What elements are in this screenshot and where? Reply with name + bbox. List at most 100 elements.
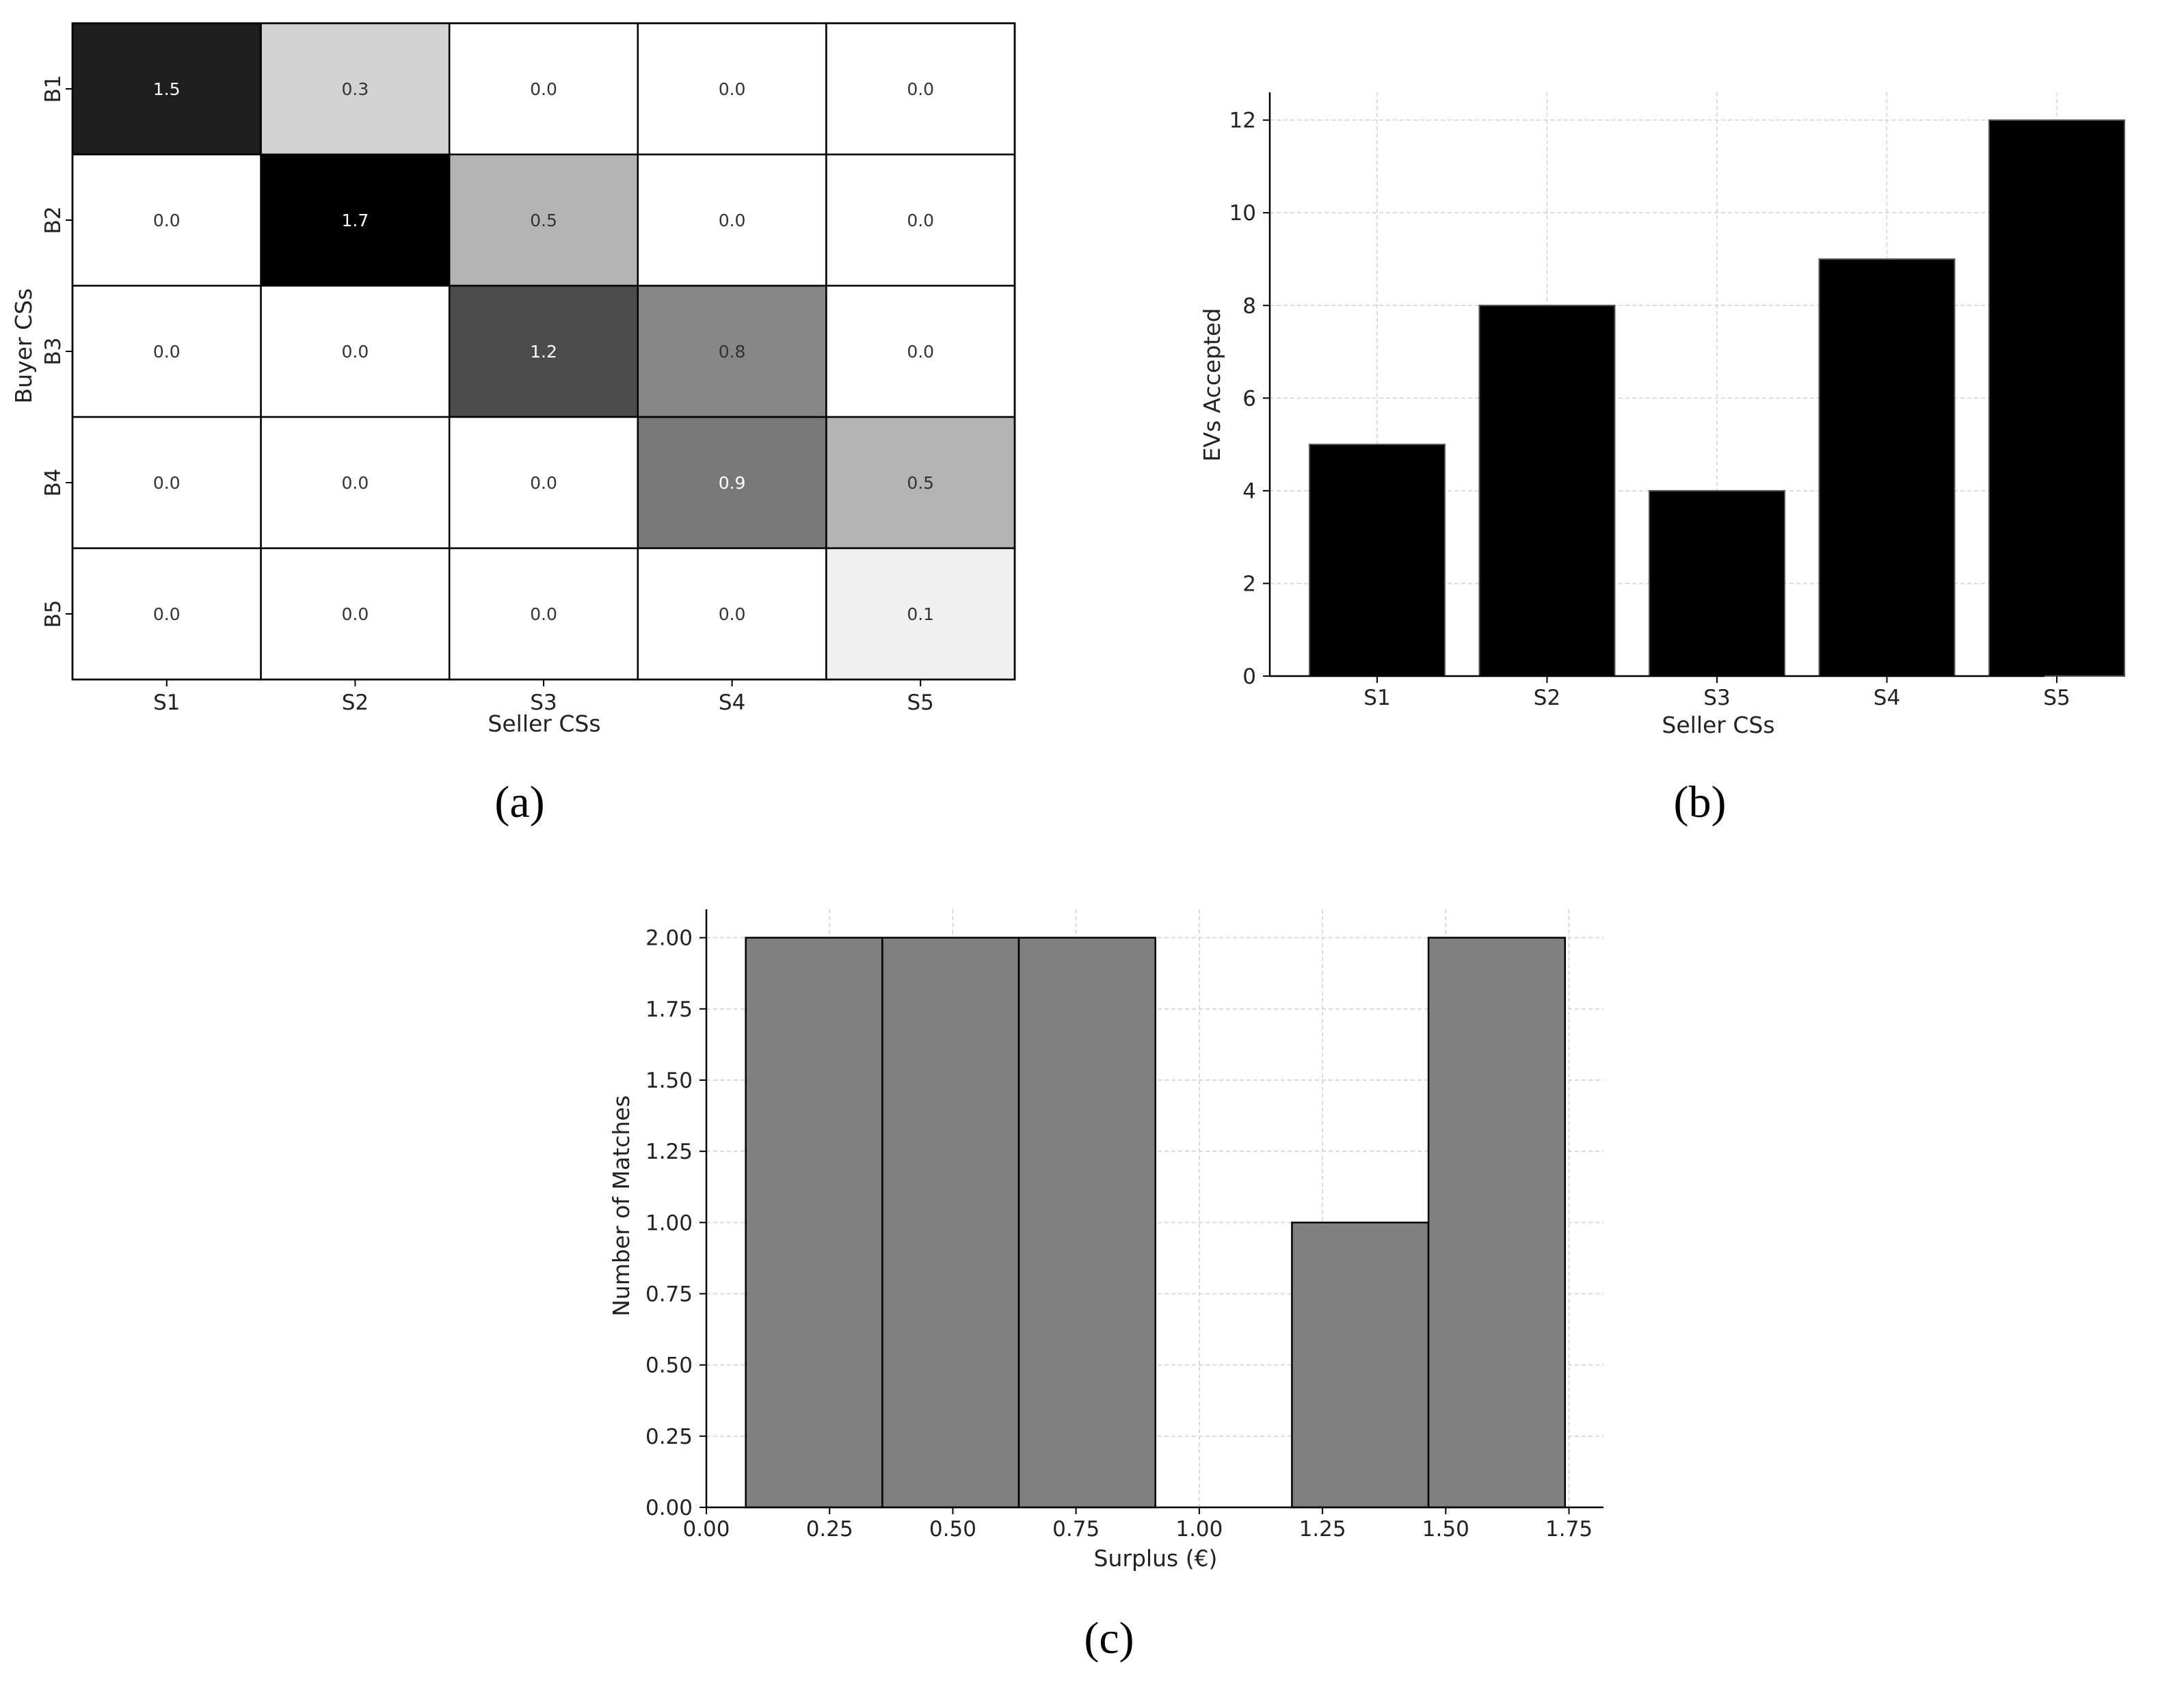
histogram-y-tick-label: 2.00 <box>645 926 693 951</box>
heatmap-cell <box>71 547 262 681</box>
histogram-x-tick-label: 0.50 <box>929 1517 976 1542</box>
bar-chart-y-tick-label: 4 <box>1242 479 1256 504</box>
heatmap-cell <box>260 416 451 550</box>
heatmap-cell <box>260 547 451 681</box>
heatmap-x-axis-title: Seller CSs <box>488 710 600 737</box>
heatmap-cell-label: 0.0 <box>153 342 181 362</box>
heatmap-cell-label: 0.9 <box>719 473 746 493</box>
heatmap-cell-label: 0.0 <box>907 342 934 362</box>
heatmap-cell <box>448 284 639 418</box>
bar-chart-y-tick-label: 0 <box>1242 664 1256 689</box>
bar <box>1818 258 1956 677</box>
bar-chart-bars <box>1309 119 2125 677</box>
heatmap-cell <box>825 547 1016 681</box>
heatmap-y-tick-label: B5 <box>41 600 66 628</box>
heatmap-cell <box>637 416 827 550</box>
histogram-bar <box>881 937 1020 1509</box>
histogram-bar <box>1017 937 1156 1509</box>
heatmap-cell-label: 1.7 <box>342 211 369 230</box>
heatmap-x-tick-label: S5 <box>907 690 933 715</box>
histogram-x-tick-label: 1.75 <box>1545 1517 1593 1542</box>
bar-chart-panel: S1 S2 S3 S4 S5 0 2 4 6 8 10 12 Seller CSs EVs Acce… <box>1199 92 2125 827</box>
histogram-y-axis-title: Number of Matches <box>608 1095 635 1317</box>
heatmap-cell-label: 0.0 <box>907 79 934 99</box>
histogram-x-tick-label: 1.50 <box>1422 1517 1469 1542</box>
heatmap-y-tick-label: B3 <box>41 338 66 366</box>
heatmap-cell-label: 0.0 <box>530 604 557 624</box>
heatmap-y-ticks: B1 B2 B3 B4 B5 <box>41 75 72 628</box>
bar-chart-y-tick-label: 12 <box>1229 109 1256 133</box>
heatmap-cell <box>71 153 262 287</box>
heatmap-y-tick-label: B4 <box>41 469 66 497</box>
bar <box>1649 489 1785 677</box>
heatmap-cells: 1.5 0.3 0.0 0.0 0.0 0.0 1.7 0.5 0.0 0.0 0.0 0.0 1.2 0… <box>71 22 1016 681</box>
bar-chart-x-tick-label: S3 <box>1703 686 1730 710</box>
histogram-y-tick-label: 1.75 <box>645 997 693 1022</box>
heatmap-x-tick-label: S4 <box>719 690 745 715</box>
panel-label-b: (b) <box>1674 777 1727 827</box>
heatmap-cell-label: 0.0 <box>153 604 181 624</box>
heatmap-cell <box>825 284 1016 418</box>
bar-chart-axes <box>1268 92 2045 677</box>
heatmap-y-axis-title: Buyer CSs <box>10 288 37 404</box>
bar-chart-x-tick-label: S5 <box>2043 686 2070 710</box>
heatmap-cell <box>637 284 827 418</box>
histogram-bar <box>1291 1222 1430 1509</box>
bar-chart-y-tick-label: 10 <box>1229 201 1256 226</box>
heatmap-cell <box>825 416 1016 550</box>
histogram-y-tick-label: 0.75 <box>645 1282 693 1307</box>
heatmap-cell-label: 0.8 <box>719 342 746 362</box>
heatmap-cell-label: 0.0 <box>907 211 934 230</box>
bar <box>1309 444 1446 677</box>
heatmap-cell-label: 1.5 <box>153 79 181 99</box>
heatmap-y-tick-label: B1 <box>41 75 66 103</box>
heatmap-cell-label: 0.0 <box>153 473 181 493</box>
heatmap-cell-label: 0.0 <box>153 211 181 230</box>
heatmap-y-tick-label: B2 <box>41 206 66 234</box>
histogram-y-tick-label: 1.00 <box>645 1211 693 1235</box>
histogram-panel: 0.00 0.25 0.50 0.75 1.00 1.25 1.50 1.75 0.00 0.2… <box>608 909 1603 1663</box>
heatmap-panel: 1.5 0.3 0.0 0.0 0.0 0.0 1.7 0.5 0.0 0.0 0.0 0.0 1.2 0… <box>10 22 1016 827</box>
heatmap-cell <box>637 22 827 156</box>
histogram-x-tick-label: 1.00 <box>1175 1517 1223 1542</box>
heatmap-cell <box>260 284 451 418</box>
bar-chart-y-ticks: 0 2 4 6 8 10 12 <box>1229 109 1270 689</box>
bar-chart-x-tick-label: S1 <box>1363 686 1390 710</box>
heatmap-cell-label: 0.0 <box>342 473 369 493</box>
histogram-x-tick-label: 0.75 <box>1052 1517 1100 1542</box>
bar-chart-x-tick-label: S4 <box>1874 686 1900 710</box>
bar <box>1988 119 2125 677</box>
heatmap-cell <box>448 416 639 550</box>
bar-chart-y-axis-title: EVs Accepted <box>1199 308 1225 462</box>
histogram-y-tick-label: 0.25 <box>645 1425 693 1449</box>
panel-label-a: (a) <box>494 777 544 827</box>
heatmap-cell-label: 0.5 <box>530 211 557 230</box>
histogram-x-tick-label: 0.25 <box>806 1517 853 1542</box>
heatmap-cell-label: 0.0 <box>719 211 746 230</box>
histogram-x-ticks: 0.00 0.25 0.50 0.75 1.00 1.25 1.50 1.75 <box>682 1507 1593 1542</box>
histogram-y-tick-label: 0.50 <box>645 1354 693 1378</box>
histogram-y-tick-label: 1.25 <box>645 1140 693 1164</box>
histogram-bar <box>745 937 883 1509</box>
heatmap-cell <box>825 22 1016 156</box>
histogram-bars <box>745 937 1567 1509</box>
heatmap-cell <box>260 22 451 156</box>
histogram-x-axis-title: Surplus (€) <box>1094 1545 1218 1572</box>
histogram-y-ticks: 0.00 0.25 0.50 0.75 1.00 1.25 1.50 1.75 2.00 <box>645 926 706 1520</box>
heatmap-x-tick-label: S1 <box>153 690 180 715</box>
heatmap-cell-label: 0.1 <box>907 604 934 624</box>
heatmap-cell <box>448 547 639 681</box>
histogram-y-tick-label: 0.00 <box>645 1496 693 1520</box>
heatmap-cell-label: 0.0 <box>530 473 557 493</box>
histogram-y-tick-label: 1.50 <box>645 1068 693 1093</box>
heatmap-cell-label: 0.3 <box>342 79 369 99</box>
heatmap-cell <box>71 22 262 156</box>
bar-chart-y-tick-label: 6 <box>1242 386 1256 411</box>
heatmap-x-ticks: S1 S2 S3 S4 S5 <box>153 680 934 715</box>
heatmap-x-tick-label: S3 <box>530 690 557 715</box>
heatmap-cell <box>825 153 1016 287</box>
heatmap-x-tick-label: S2 <box>342 690 369 715</box>
bar-chart-x-tick-label: S2 <box>1534 686 1560 710</box>
histogram-x-tick-label: 1.25 <box>1299 1517 1346 1542</box>
